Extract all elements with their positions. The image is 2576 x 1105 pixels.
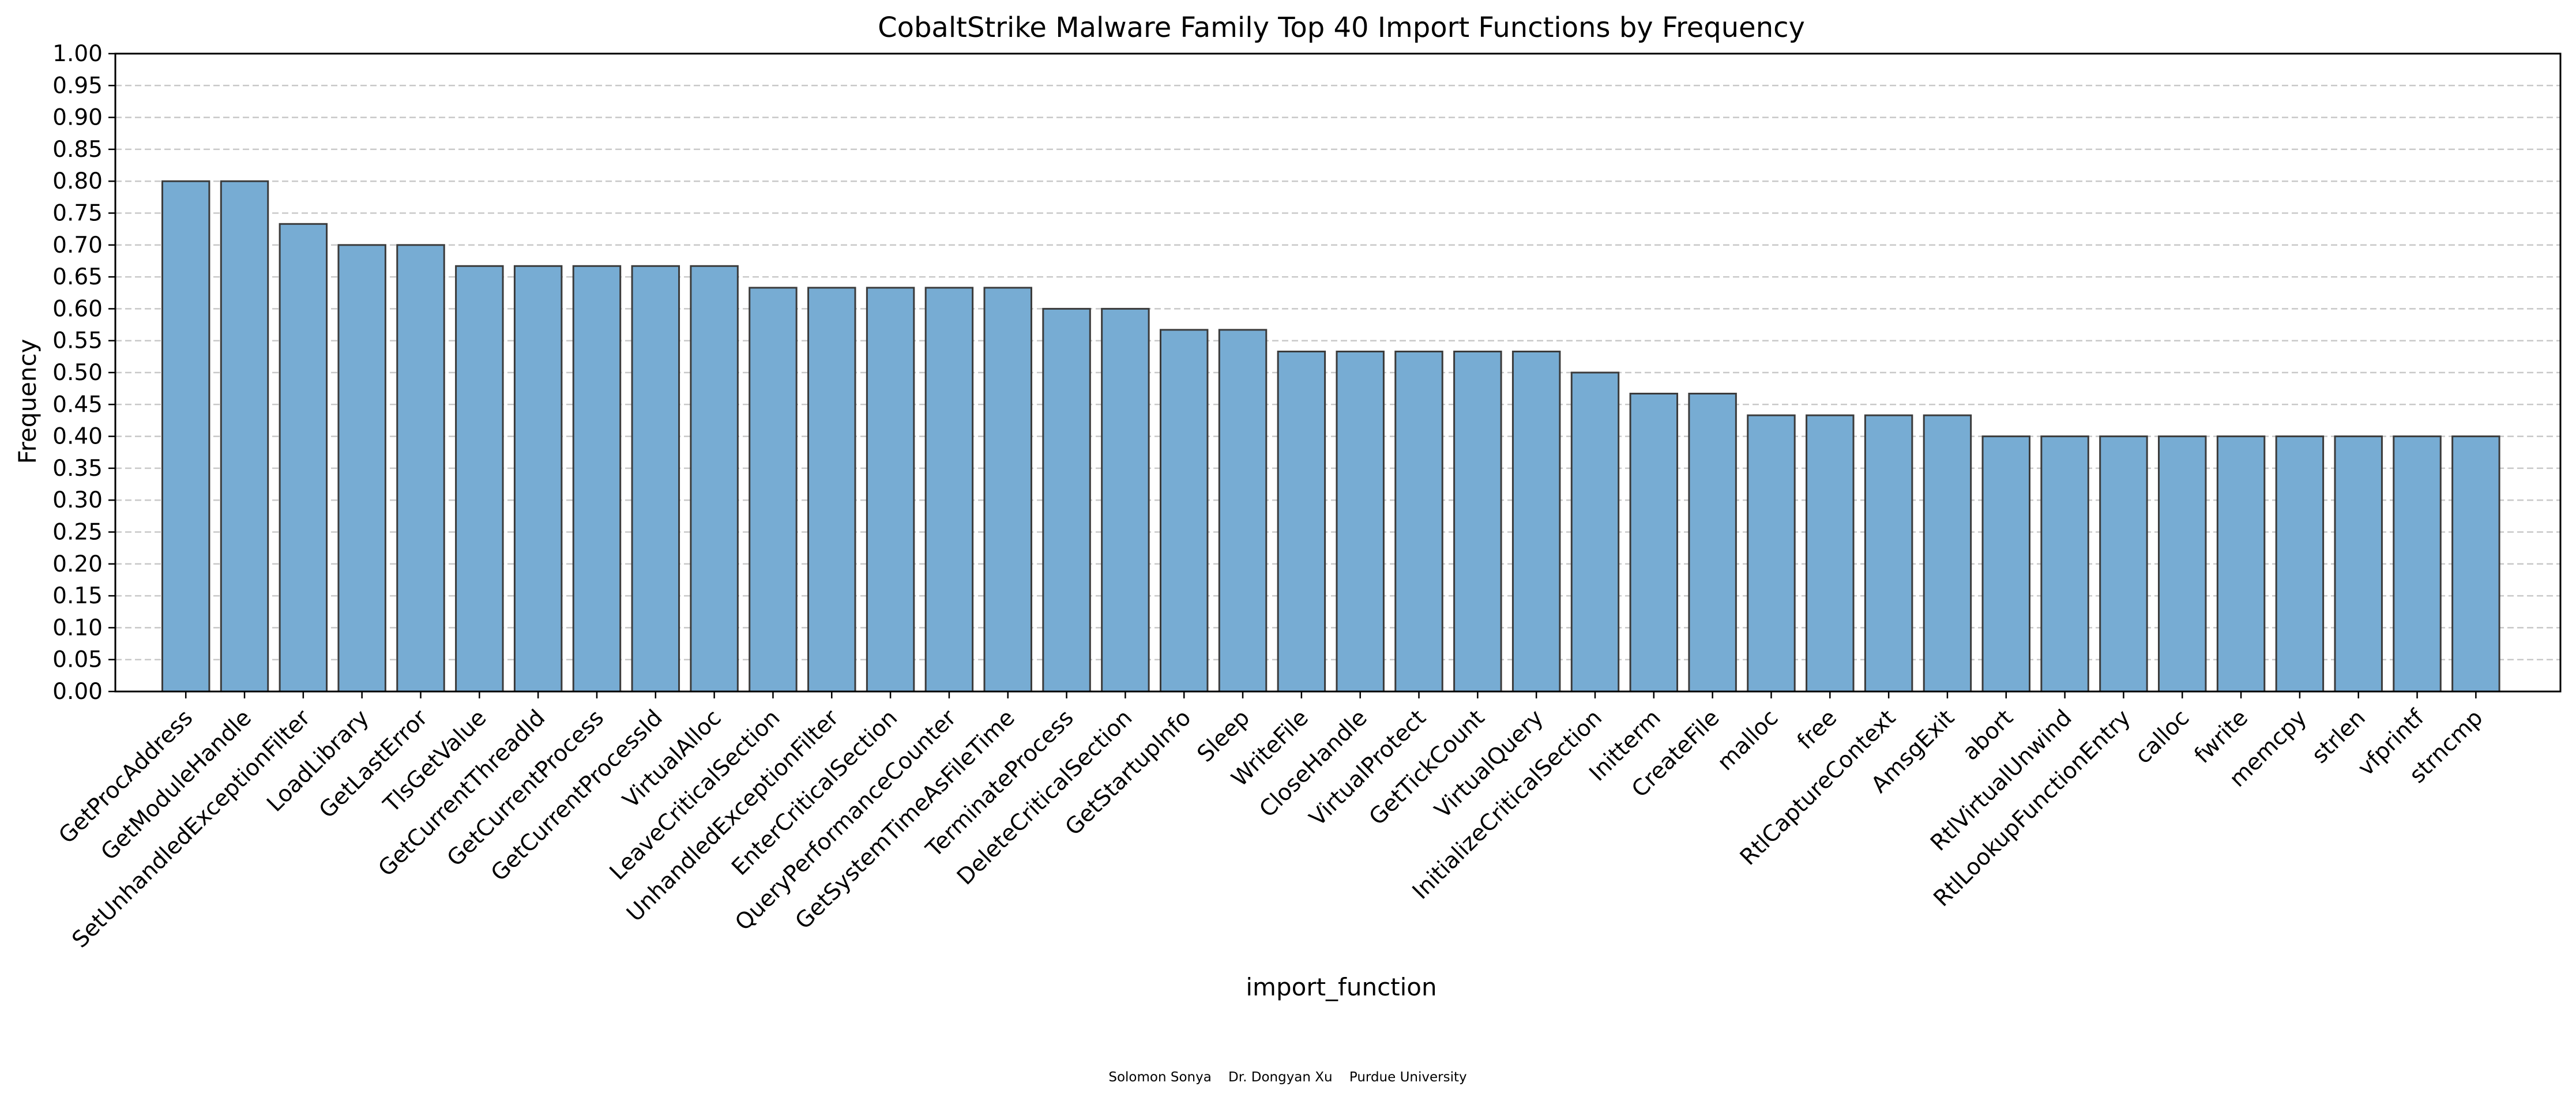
bar-free [1806, 414, 1855, 693]
bar-GetProcAddress [161, 180, 210, 693]
y-tick-label: 0.00 [52, 679, 103, 705]
x-tick-label: free [1792, 705, 1842, 754]
bar-CreateFile [1688, 392, 1737, 693]
bar-EnterCriticalSection [866, 287, 915, 693]
y-tick-label: 0.70 [52, 232, 103, 258]
bar-DeleteCriticalSection [1101, 307, 1150, 693]
bar-GetCurrentProcess [572, 265, 622, 693]
footer-credits: Solomon Sonya Dr. Dongyan Xu Purdue Univ… [1108, 1070, 1466, 1085]
bar-LeaveCriticalSection [749, 287, 798, 693]
y-tick-labels: 0.00 0.05 0.10 0.15 0.20 0.25 0.30 0.35 0.40 0.45… [52, 41, 103, 705]
bar-calloc [2158, 435, 2207, 693]
bar-WriteFile [1277, 351, 1326, 693]
axes [108, 52, 2562, 698]
y-tick-label: 1.00 [52, 41, 103, 67]
bar-VirtualQuery [1511, 351, 1561, 693]
bar-abort [1981, 435, 2031, 693]
bar-memcpy [2275, 435, 2325, 693]
bar-malloc [1747, 414, 1796, 693]
y-tick-label: 0.65 [52, 264, 103, 290]
x-axis-label: import_function [1246, 973, 1436, 1001]
chart-title: CobaltStrike Malware Family Top 40 Impor… [878, 12, 1805, 44]
y-tick-label: 0.45 [52, 392, 103, 418]
bar-VirtualAlloc [690, 265, 739, 693]
y-tick-label: 0.30 [52, 487, 103, 513]
bars [161, 180, 2500, 693]
x-tick-label: SetUnhandledExceptionFilter [67, 705, 316, 953]
bar-InitializeCriticalSection [1570, 371, 1620, 693]
x-tick-labels: GetProcAddressGetModuleHandleSetUnhandle… [54, 704, 2488, 953]
bar-strlen [2334, 435, 2383, 693]
y-tick-label: 0.40 [52, 424, 103, 450]
y-tick-label: 0.85 [52, 137, 103, 163]
y-tick-label: 0.50 [52, 360, 103, 386]
bar-fwrite [2216, 435, 2266, 693]
bar-AmsgExit [1923, 414, 1972, 693]
bar-GetSystemTimeAsFileTime [983, 287, 1032, 693]
bar-RtlLookupFunctionEntry [2099, 435, 2148, 693]
y-tick-label: 0.80 [52, 168, 103, 194]
bar-VirtualProtect [1394, 351, 1443, 693]
y-axis-label: Frequency [13, 339, 42, 464]
y-tick-label: 0.95 [52, 73, 103, 99]
y-tick-label: 0.25 [52, 520, 103, 546]
x-tick-label: malloc [1713, 705, 1784, 776]
y-tick-label: 0.60 [52, 296, 103, 322]
bar-GetStartupInfo [1159, 329, 1209, 693]
x-tick-label: LoadLibrary [262, 705, 374, 817]
x-tick-label: calloc [2130, 705, 2194, 769]
y-tick-label: 0.05 [52, 647, 103, 673]
bar-strncmp [2451, 435, 2500, 693]
y-tick-label: 0.55 [52, 328, 103, 354]
bar-GetModuleHandle [220, 180, 269, 693]
bar-TerminateProcess [1042, 307, 1091, 693]
bar-UnhandledExceptionFilter [807, 287, 856, 693]
bar-RtlVirtualUnwind [2040, 435, 2089, 693]
bar-GetLastError [396, 244, 445, 693]
bar-vfprintf [2393, 435, 2442, 693]
y-tick-label: 0.75 [52, 201, 103, 227]
bar-TlsGetValue [455, 265, 504, 693]
y-tick-label: 0.35 [52, 456, 103, 482]
bar-QueryPerformanceCounter [924, 287, 974, 693]
bar-RtlCaptureContext [1864, 414, 1913, 693]
bar-GetTickCount [1453, 351, 1502, 693]
bar-LoadLibrary [337, 244, 386, 693]
y-tick-label: 0.15 [52, 583, 103, 609]
bar-CloseHandle [1336, 351, 1385, 693]
plot-frame [114, 52, 2562, 693]
y-tick-label: 0.20 [52, 551, 103, 577]
bar-SetUnhandledExceptionFilter [279, 223, 328, 693]
y-tick-label: 0.90 [52, 105, 103, 131]
bar-Initterm [1629, 392, 1679, 693]
bar-GetCurrentThreadId [513, 265, 563, 693]
bar-Sleep [1218, 329, 1268, 693]
bar-GetCurrentProcessId [631, 265, 680, 693]
y-tick-label: 0.10 [52, 615, 103, 641]
